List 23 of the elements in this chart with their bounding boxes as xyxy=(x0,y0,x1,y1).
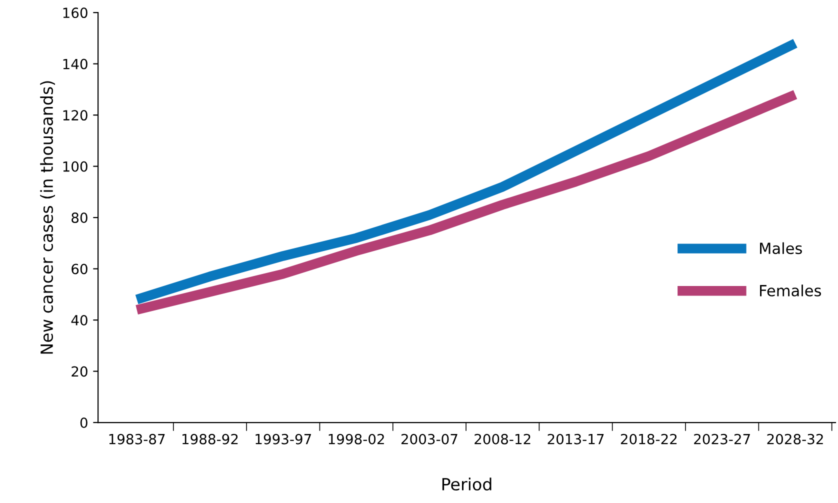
x-tick-label: 1993-97 xyxy=(256,434,311,444)
y-tick-label: 140 xyxy=(63,58,88,70)
y-tick-label: 40 xyxy=(71,315,88,326)
x-tick-label: 2018-22 xyxy=(620,434,677,444)
legend-label: Females xyxy=(760,284,821,296)
legend-label: Males xyxy=(760,242,802,254)
y-tick-label: 100 xyxy=(63,161,88,172)
x-tick-label: 2023-27 xyxy=(694,434,750,444)
y-axis-title: New cancer cases (in thousands) xyxy=(40,81,55,354)
x-tick-label: 2003-07 xyxy=(401,434,458,444)
x-axis-title: Period xyxy=(442,478,492,491)
y-tick-label: 60 xyxy=(72,264,88,274)
x-tick-label: 2008-12 xyxy=(474,434,530,444)
y-tick-label: 80 xyxy=(72,212,88,224)
x-tick-label: 2013-17 xyxy=(548,434,604,444)
x-tick-label: 1988-92 xyxy=(182,434,238,444)
y-tick-label: 120 xyxy=(63,110,88,121)
y-tick-label: 0 xyxy=(80,417,88,428)
x-tick-label: 1998-02 xyxy=(328,434,384,444)
x-tick-label: 1983-87 xyxy=(109,434,165,444)
y-tick-label: 20 xyxy=(72,366,88,377)
y-tick-label: 160 xyxy=(63,8,88,18)
x-tick-label: 2028-32 xyxy=(767,434,823,444)
